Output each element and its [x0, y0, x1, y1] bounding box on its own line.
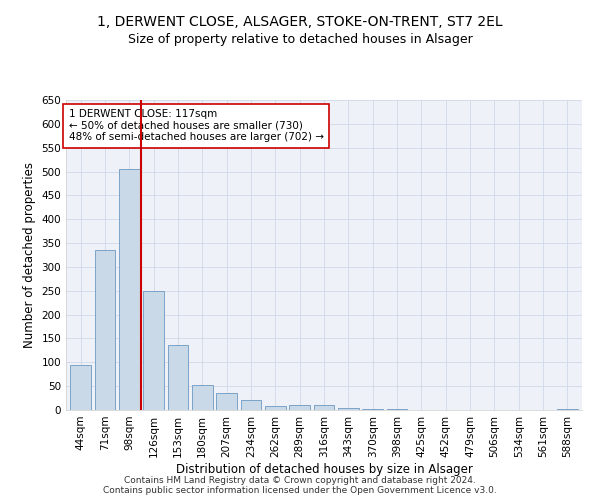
- Text: 1, DERWENT CLOSE, ALSAGER, STOKE-ON-TRENT, ST7 2EL: 1, DERWENT CLOSE, ALSAGER, STOKE-ON-TREN…: [97, 15, 503, 29]
- Bar: [119, 169, 140, 410]
- Bar: [192, 384, 212, 410]
- X-axis label: Distribution of detached houses by size in Alsager: Distribution of detached houses by size …: [176, 462, 472, 475]
- Text: 1 DERWENT CLOSE: 117sqm
← 50% of detached houses are smaller (730)
48% of semi-d: 1 DERWENT CLOSE: 117sqm ← 50% of detache…: [68, 110, 323, 142]
- Bar: [70, 364, 91, 410]
- Bar: [241, 400, 262, 410]
- Bar: [314, 405, 334, 410]
- Bar: [216, 393, 237, 410]
- Bar: [362, 409, 383, 410]
- Text: Contains HM Land Registry data © Crown copyright and database right 2024.
Contai: Contains HM Land Registry data © Crown c…: [103, 476, 497, 495]
- Bar: [143, 291, 164, 410]
- Bar: [557, 408, 578, 410]
- Bar: [265, 406, 286, 410]
- Bar: [95, 250, 115, 410]
- Bar: [167, 344, 188, 410]
- Y-axis label: Number of detached properties: Number of detached properties: [23, 162, 36, 348]
- Bar: [386, 409, 407, 410]
- Text: Size of property relative to detached houses in Alsager: Size of property relative to detached ho…: [128, 32, 472, 46]
- Bar: [338, 408, 359, 410]
- Bar: [289, 405, 310, 410]
